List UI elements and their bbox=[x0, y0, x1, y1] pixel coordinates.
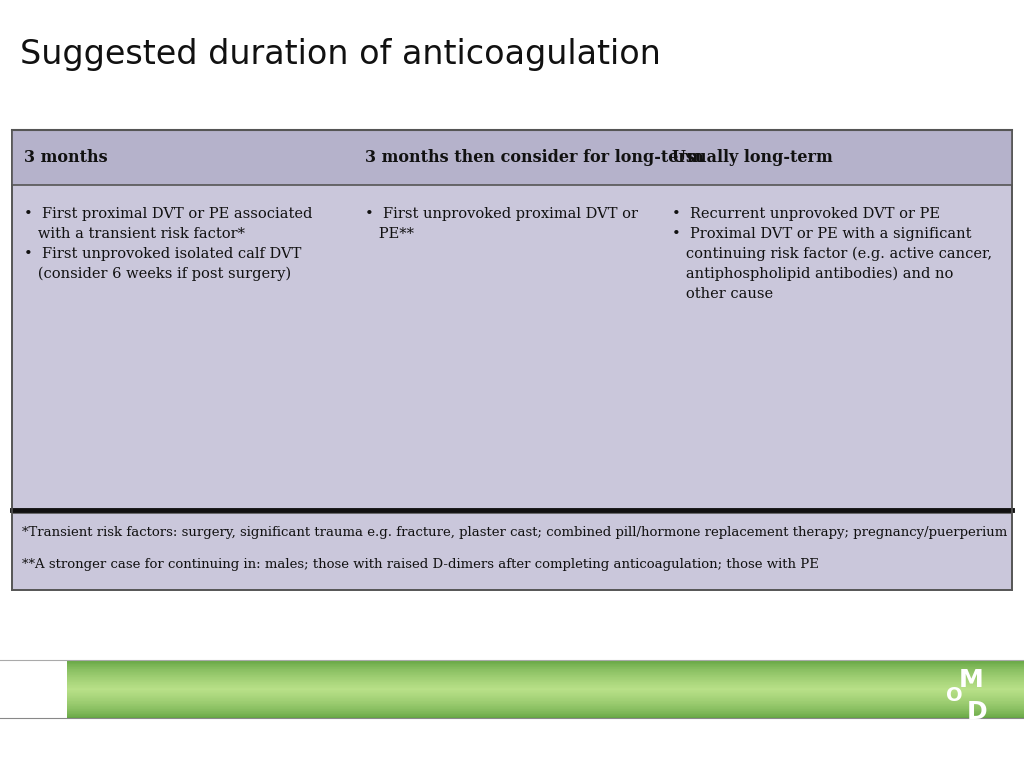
FancyBboxPatch shape bbox=[67, 678, 1024, 680]
FancyBboxPatch shape bbox=[67, 680, 1024, 681]
FancyBboxPatch shape bbox=[67, 665, 1024, 667]
FancyBboxPatch shape bbox=[67, 698, 1024, 700]
FancyBboxPatch shape bbox=[67, 697, 1024, 699]
FancyBboxPatch shape bbox=[67, 679, 1024, 680]
FancyBboxPatch shape bbox=[67, 711, 1024, 713]
FancyBboxPatch shape bbox=[67, 687, 1024, 689]
FancyBboxPatch shape bbox=[67, 686, 1024, 687]
Text: M: M bbox=[958, 668, 983, 692]
FancyBboxPatch shape bbox=[67, 700, 1024, 702]
FancyBboxPatch shape bbox=[67, 692, 1024, 694]
FancyBboxPatch shape bbox=[67, 715, 1024, 717]
FancyBboxPatch shape bbox=[67, 697, 1024, 698]
Text: 3 months then consider for long-term: 3 months then consider for long-term bbox=[366, 149, 703, 166]
FancyBboxPatch shape bbox=[12, 513, 1012, 590]
FancyBboxPatch shape bbox=[67, 674, 1024, 675]
FancyBboxPatch shape bbox=[67, 676, 1024, 677]
FancyBboxPatch shape bbox=[67, 708, 1024, 709]
Text: PE**: PE** bbox=[366, 227, 415, 241]
FancyBboxPatch shape bbox=[67, 717, 1024, 719]
FancyBboxPatch shape bbox=[67, 660, 1024, 662]
FancyBboxPatch shape bbox=[67, 706, 1024, 707]
Text: •  Recurrent unprovoked DVT or PE: • Recurrent unprovoked DVT or PE bbox=[673, 207, 940, 221]
FancyBboxPatch shape bbox=[67, 664, 1024, 665]
Text: •  Proximal DVT or PE with a significant: • Proximal DVT or PE with a significant bbox=[673, 227, 972, 241]
FancyBboxPatch shape bbox=[67, 709, 1024, 710]
FancyBboxPatch shape bbox=[67, 668, 1024, 669]
FancyBboxPatch shape bbox=[67, 685, 1024, 687]
FancyBboxPatch shape bbox=[67, 693, 1024, 694]
FancyBboxPatch shape bbox=[67, 690, 1024, 692]
FancyBboxPatch shape bbox=[67, 671, 1024, 673]
FancyBboxPatch shape bbox=[67, 672, 1024, 674]
FancyBboxPatch shape bbox=[67, 713, 1024, 715]
FancyBboxPatch shape bbox=[67, 702, 1024, 703]
FancyBboxPatch shape bbox=[67, 696, 1024, 697]
FancyBboxPatch shape bbox=[67, 666, 1024, 667]
FancyBboxPatch shape bbox=[67, 670, 1024, 671]
Text: •  First proximal DVT or PE associated: • First proximal DVT or PE associated bbox=[25, 207, 312, 221]
Text: Usually long-term: Usually long-term bbox=[673, 149, 834, 166]
Text: other cause: other cause bbox=[673, 287, 773, 301]
FancyBboxPatch shape bbox=[67, 684, 1024, 686]
FancyBboxPatch shape bbox=[67, 675, 1024, 677]
FancyBboxPatch shape bbox=[0, 660, 67, 718]
FancyBboxPatch shape bbox=[67, 705, 1024, 706]
FancyBboxPatch shape bbox=[67, 704, 1024, 706]
FancyBboxPatch shape bbox=[67, 687, 1024, 688]
FancyBboxPatch shape bbox=[67, 667, 1024, 668]
Text: •  First unprovoked isolated calf DVT: • First unprovoked isolated calf DVT bbox=[25, 247, 302, 261]
FancyBboxPatch shape bbox=[67, 694, 1024, 695]
FancyBboxPatch shape bbox=[67, 713, 1024, 714]
FancyBboxPatch shape bbox=[12, 130, 1012, 510]
FancyBboxPatch shape bbox=[67, 700, 1024, 701]
FancyBboxPatch shape bbox=[67, 689, 1024, 690]
FancyBboxPatch shape bbox=[67, 677, 1024, 678]
Text: •  First unprovoked proximal DVT or: • First unprovoked proximal DVT or bbox=[366, 207, 638, 221]
FancyBboxPatch shape bbox=[67, 682, 1024, 683]
FancyBboxPatch shape bbox=[67, 710, 1024, 712]
FancyBboxPatch shape bbox=[67, 660, 1024, 661]
FancyBboxPatch shape bbox=[67, 663, 1024, 664]
Text: (consider 6 weeks if post surgery): (consider 6 weeks if post surgery) bbox=[25, 267, 292, 281]
FancyBboxPatch shape bbox=[67, 673, 1024, 674]
Text: Suggested duration of anticoagulation: Suggested duration of anticoagulation bbox=[20, 38, 660, 71]
FancyBboxPatch shape bbox=[67, 714, 1024, 716]
FancyBboxPatch shape bbox=[67, 684, 1024, 685]
Text: O: O bbox=[946, 686, 963, 705]
FancyBboxPatch shape bbox=[67, 681, 1024, 682]
FancyBboxPatch shape bbox=[67, 712, 1024, 713]
FancyBboxPatch shape bbox=[67, 661, 1024, 663]
Text: **A stronger case for continuing in: males; those with raised D-dimers after com: **A stronger case for continuing in: mal… bbox=[23, 558, 819, 571]
FancyBboxPatch shape bbox=[67, 717, 1024, 718]
FancyBboxPatch shape bbox=[67, 690, 1024, 691]
Text: 3 months: 3 months bbox=[25, 149, 108, 166]
FancyBboxPatch shape bbox=[67, 699, 1024, 700]
FancyBboxPatch shape bbox=[67, 691, 1024, 693]
FancyBboxPatch shape bbox=[67, 707, 1024, 708]
FancyBboxPatch shape bbox=[67, 669, 1024, 670]
FancyBboxPatch shape bbox=[67, 688, 1024, 690]
Text: antiphospholipid antibodies) and no: antiphospholipid antibodies) and no bbox=[673, 267, 953, 281]
FancyBboxPatch shape bbox=[67, 695, 1024, 696]
FancyBboxPatch shape bbox=[67, 662, 1024, 664]
FancyBboxPatch shape bbox=[67, 671, 1024, 672]
FancyBboxPatch shape bbox=[67, 716, 1024, 717]
Text: with a transient risk factor*: with a transient risk factor* bbox=[25, 227, 246, 241]
FancyBboxPatch shape bbox=[67, 664, 1024, 666]
Text: D: D bbox=[967, 700, 987, 724]
FancyBboxPatch shape bbox=[67, 674, 1024, 676]
FancyBboxPatch shape bbox=[67, 710, 1024, 711]
Text: continuing risk factor (e.g. active cancer,: continuing risk factor (e.g. active canc… bbox=[673, 247, 992, 261]
FancyBboxPatch shape bbox=[67, 703, 1024, 704]
FancyBboxPatch shape bbox=[67, 701, 1024, 703]
FancyBboxPatch shape bbox=[67, 677, 1024, 679]
FancyBboxPatch shape bbox=[12, 130, 1012, 185]
FancyBboxPatch shape bbox=[67, 703, 1024, 705]
Text: *Transient risk factors: surgery, significant trauma e.g. fracture, plaster cast: *Transient risk factors: surgery, signif… bbox=[23, 526, 1008, 539]
FancyBboxPatch shape bbox=[67, 683, 1024, 684]
